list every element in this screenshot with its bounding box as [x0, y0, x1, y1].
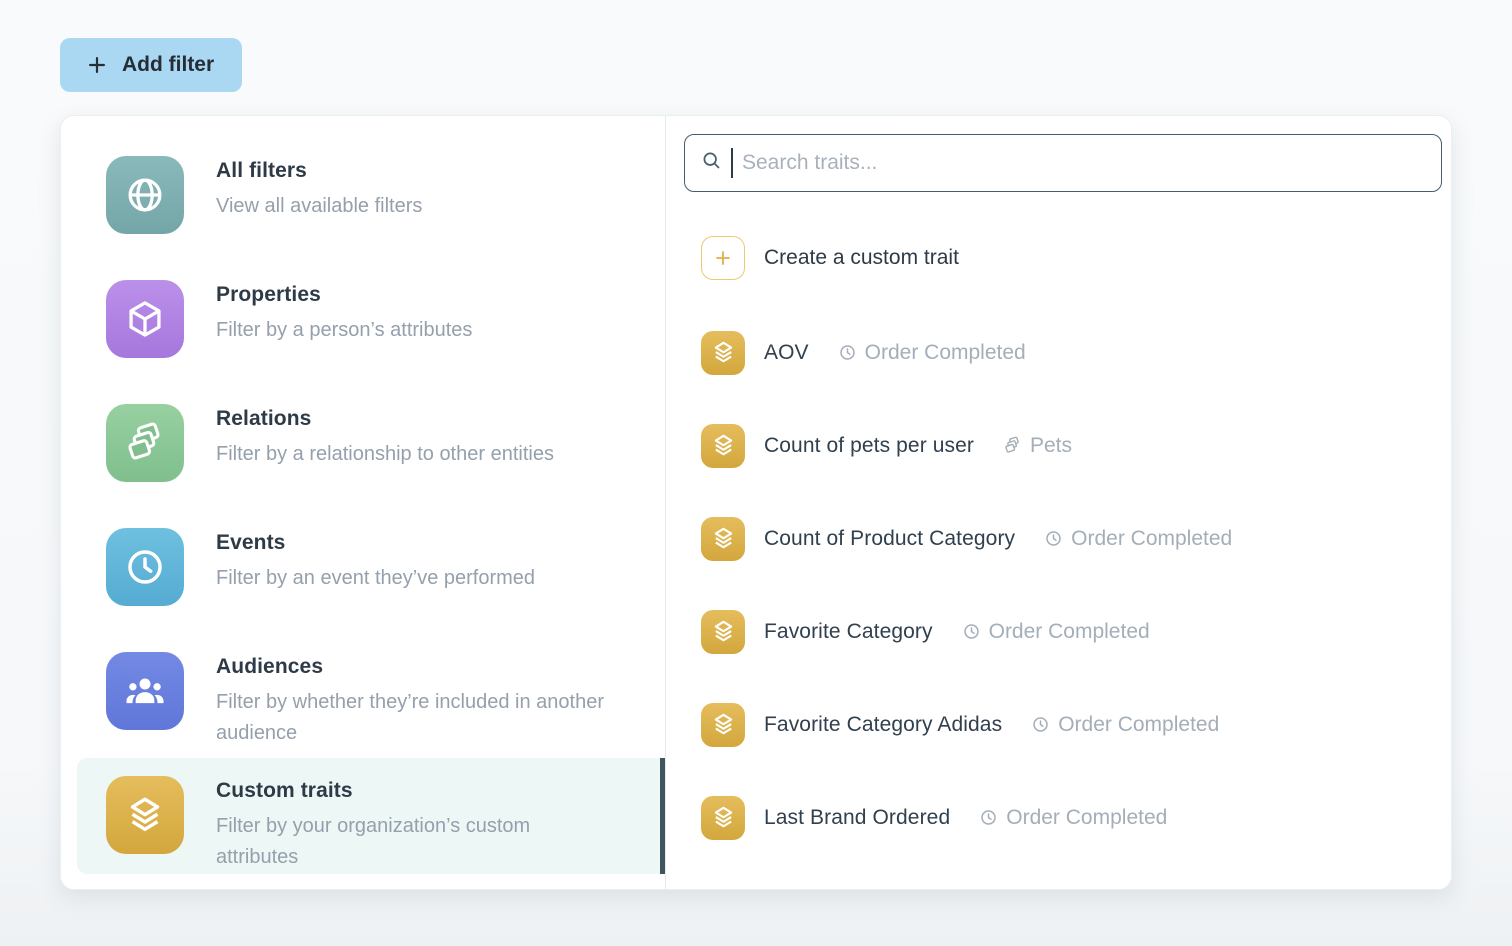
trait-source-label: Order Completed — [1058, 712, 1220, 736]
category-subtitle: Filter by whether they’re included in an… — [216, 691, 604, 744]
trait-source-label: Order Completed — [988, 619, 1150, 643]
create-custom-trait-button[interactable]: Create a custom trait — [701, 236, 1442, 280]
cube-icon — [106, 280, 184, 358]
clock-icon — [979, 808, 998, 827]
stacked-cards-icon — [1003, 436, 1022, 455]
category-sidebar: All filters View all available filters P… — [61, 116, 666, 889]
search-box[interactable] — [684, 134, 1442, 192]
stacked-cards-icon — [106, 404, 184, 482]
category-subtitle: Filter by an event they’ve performed — [216, 567, 536, 589]
clock-icon — [962, 622, 981, 641]
globe-icon — [106, 156, 184, 234]
trait-name: AOV — [764, 340, 809, 364]
category-title: Properties — [216, 283, 321, 306]
layers-icon — [106, 776, 184, 854]
clock-icon — [838, 343, 857, 362]
category-subtitle: Filter by a person’s attributes — [216, 319, 473, 341]
trait-item-count-of-pets-per-user[interactable]: Count of pets per user Pets — [684, 399, 1442, 492]
trait-name: Count of Product Category — [764, 526, 1016, 550]
trait-item-aov[interactable]: AOV Order Completed — [684, 306, 1442, 399]
trait-name: Count of pets per user — [764, 433, 974, 457]
text-cursor — [731, 148, 733, 178]
category-title: Custom traits — [216, 779, 353, 802]
category-subtitle: View all available filters — [216, 195, 423, 217]
trait-item-favorite-category-adidas[interactable]: Favorite Category Adidas Order Completed — [684, 678, 1442, 771]
search-input[interactable] — [742, 151, 1425, 175]
category-title: Events — [216, 531, 286, 554]
create-custom-trait-label: Create a custom trait — [764, 246, 959, 269]
trait-item-last-brand-ordered[interactable]: Last Brand Ordered Order Completed — [684, 771, 1442, 864]
layers-icon — [701, 423, 745, 468]
trait-item-favorite-category[interactable]: Favorite Category Order Completed — [684, 585, 1442, 678]
add-filter-label: Add filter — [122, 53, 215, 76]
trait-name: Last Brand Ordered — [764, 805, 951, 829]
clock-icon — [1031, 715, 1050, 734]
layers-icon — [701, 330, 745, 375]
sidebar-item-properties[interactable]: Properties Filter by a person’s attribut… — [61, 280, 665, 404]
trait-item-count-of-product-category[interactable]: Count of Product Category Order Complete… — [684, 492, 1442, 585]
trait-name: Favorite Category — [764, 619, 933, 643]
trait-list: AOV Order Completed Count of pets per us… — [684, 306, 1442, 864]
sidebar-item-audiences[interactable]: Audiences Filter by whether they’re incl… — [61, 652, 665, 776]
filter-panel: All filters View all available filters P… — [60, 115, 1452, 890]
layers-icon — [701, 516, 745, 561]
sidebar-item-relations[interactable]: Relations Filter by a relationship to ot… — [61, 404, 665, 528]
category-subtitle: Filter by a relationship to other entiti… — [216, 443, 554, 465]
category-title: Relations — [216, 407, 312, 430]
trait-source-label: Order Completed — [1006, 805, 1168, 829]
trait-source-label: Order Completed — [1071, 526, 1233, 550]
people-icon — [106, 652, 184, 730]
clock-icon — [1044, 529, 1063, 548]
plus-icon — [86, 54, 108, 76]
category-subtitle: Filter by your organization’s custom att… — [216, 815, 531, 868]
sidebar-item-custom-traits[interactable]: Custom traits Filter by your organizatio… — [61, 758, 665, 889]
layers-icon — [701, 702, 745, 747]
category-title: All filters — [216, 159, 307, 182]
traits-panel: Create a custom trait AOV Order Complete… — [666, 116, 1451, 889]
sidebar-item-all-filters[interactable]: All filters View all available filters — [61, 156, 665, 280]
clock-icon — [106, 528, 184, 606]
trait-source-label: Pets — [1030, 433, 1073, 457]
category-title: Audiences — [216, 655, 324, 678]
add-filter-button[interactable]: Add filter — [60, 38, 243, 92]
sidebar-item-events[interactable]: Events Filter by an event they’ve perfor… — [61, 528, 665, 652]
layers-icon — [701, 609, 745, 654]
trait-name: Favorite Category Adidas — [764, 712, 1003, 736]
trait-source-label: Order Completed — [864, 340, 1026, 364]
search-icon — [701, 150, 722, 176]
plus-icon — [701, 236, 745, 280]
layers-icon — [701, 795, 745, 840]
